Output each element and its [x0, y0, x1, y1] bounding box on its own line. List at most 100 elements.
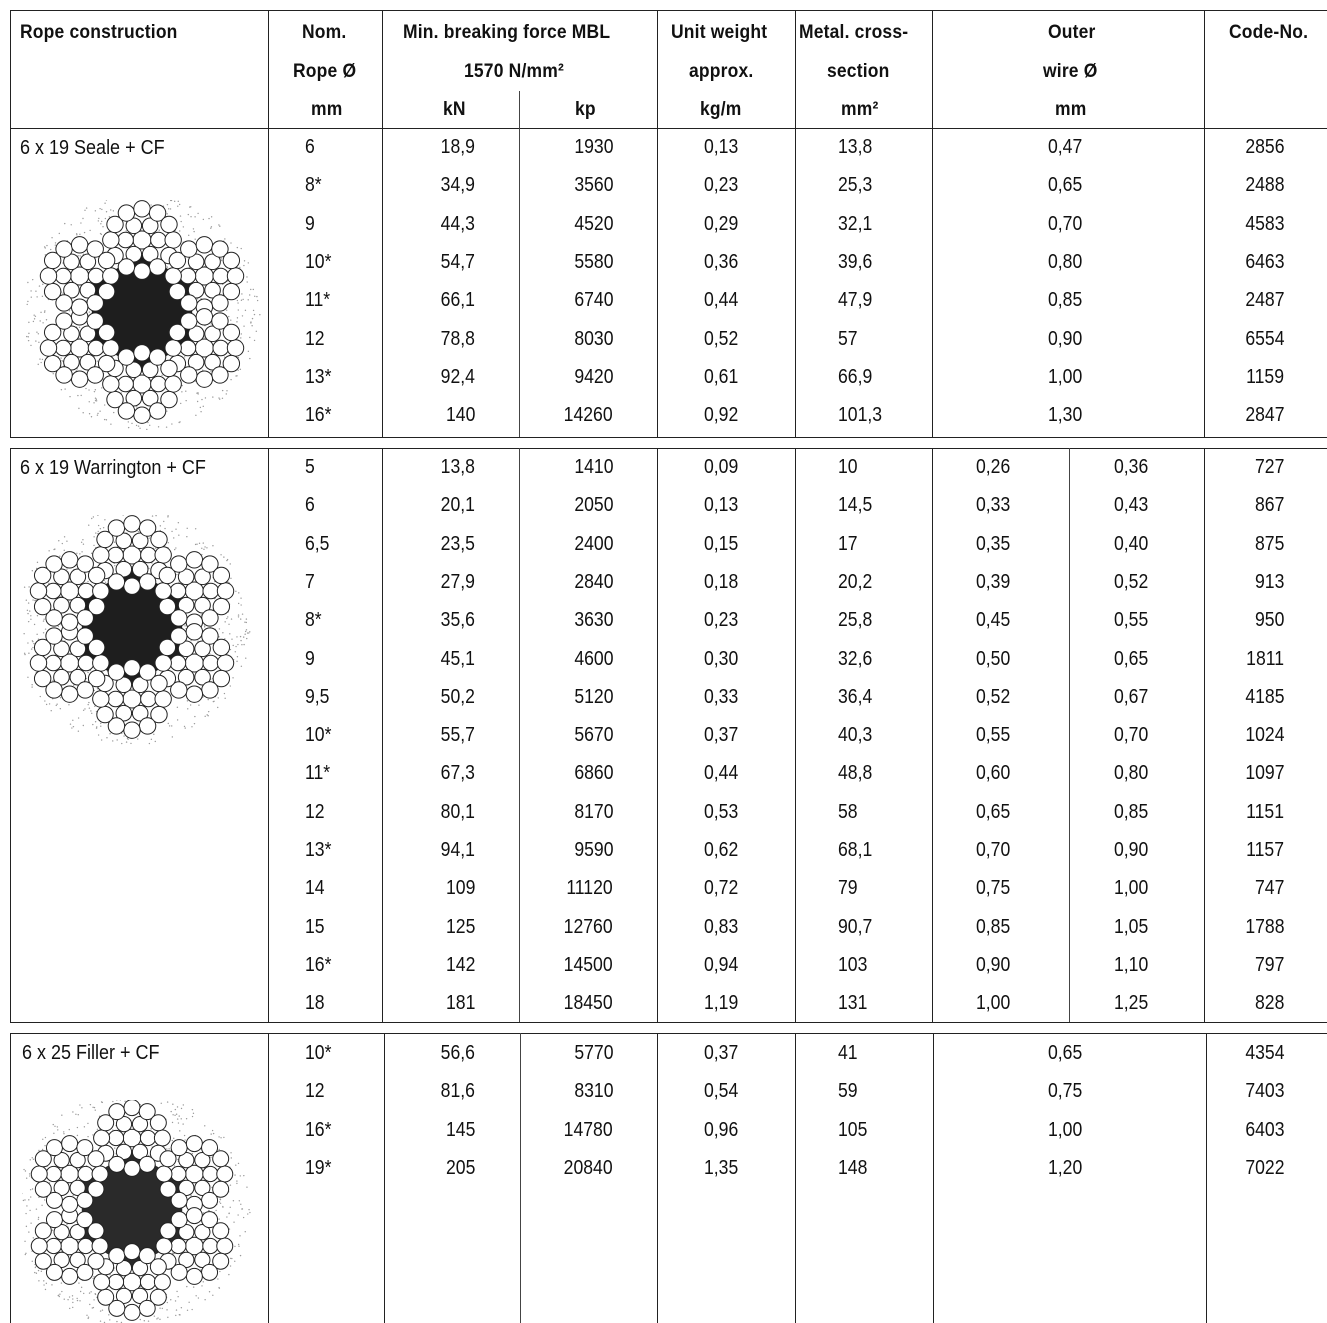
col-divider — [1204, 10, 1205, 437]
cell-o1: 0,47 — [1048, 136, 1082, 159]
cell-s: 32,6 — [838, 648, 872, 671]
cell-kn: 109 — [446, 877, 475, 900]
header-weight-line3: kg/m — [700, 99, 742, 121]
cell-kn: 54,7 — [441, 251, 475, 274]
cell-d: 5 — [305, 456, 315, 479]
cell-code: 4583 — [1245, 213, 1284, 236]
header-section-line1: Metal. cross- — [799, 22, 908, 44]
col-divider — [519, 448, 520, 1022]
cell-s: 14,5 — [838, 494, 872, 517]
cell-kp: 9590 — [574, 839, 613, 862]
cell-kn: 13,8 — [441, 456, 475, 479]
cell-s: 59 — [838, 1080, 858, 1103]
cell-w: 0,18 — [704, 571, 738, 594]
cell-code: 2856 — [1245, 136, 1284, 159]
cell-o2: 0,55 — [1114, 609, 1148, 632]
cell-s: 41 — [838, 1042, 858, 1065]
cell-o1: 0,75 — [976, 877, 1010, 900]
cell-o1: 1,20 — [1048, 1157, 1082, 1180]
cell-o2: 0,67 — [1114, 686, 1148, 709]
cell-code: 797 — [1255, 954, 1284, 977]
cell-w: 0,61 — [704, 366, 738, 389]
cell-s: 101,3 — [838, 404, 882, 427]
header-kn: kN — [443, 99, 466, 121]
cell-kp: 2400 — [574, 533, 613, 556]
cell-kp: 3630 — [574, 609, 613, 632]
cell-d: 11* — [305, 762, 330, 785]
cell-s: 13,8 — [838, 136, 872, 159]
header-section-line3: mm² — [841, 99, 878, 121]
cell-s: 40,3 — [838, 724, 872, 747]
cell-d: 16* — [305, 954, 331, 977]
col-divider — [795, 448, 796, 1022]
seale-rope-cross-section-icon — [22, 200, 262, 430]
cell-w: 0,72 — [704, 877, 738, 900]
cell-d: 16* — [305, 1119, 331, 1142]
cell-d: 6 — [305, 136, 315, 159]
header-nom-line1: Nom. — [302, 22, 346, 44]
cell-s: 25,8 — [838, 609, 872, 632]
col-divider — [795, 1033, 796, 1323]
cell-w: 0,29 — [704, 213, 738, 236]
left-border — [10, 10, 11, 437]
cell-code: 2847 — [1245, 404, 1284, 427]
cell-code: 6403 — [1245, 1119, 1284, 1142]
cell-o2: 0,65 — [1114, 648, 1148, 671]
cell-code: 1151 — [1246, 801, 1284, 824]
cell-d: 12 — [305, 328, 325, 351]
cell-w: 0,54 — [704, 1080, 738, 1103]
header-rope-construction: Rope construction — [20, 22, 178, 44]
col-divider — [1206, 1033, 1207, 1323]
cell-d: 16* — [305, 404, 331, 427]
cell-w: 0,62 — [704, 839, 738, 862]
cell-o1: 0,90 — [1048, 328, 1082, 351]
cell-s: 48,8 — [838, 762, 872, 785]
cell-kp: 1410 — [574, 456, 613, 479]
cell-o1: 0,70 — [976, 839, 1010, 862]
cell-kn: 45,1 — [441, 648, 475, 671]
cell-s: 10 — [838, 456, 858, 479]
cell-w: 0,94 — [704, 954, 738, 977]
cell-kp: 11120 — [567, 877, 613, 900]
cell-o2: 0,80 — [1114, 762, 1148, 785]
section-label: 6 x 19 Warrington + CF — [20, 457, 206, 480]
cell-o1: 0,45 — [976, 609, 1010, 632]
cell-o1: 0,39 — [976, 571, 1010, 594]
cell-s: 103 — [838, 954, 867, 977]
cell-kn: 18,9 — [441, 136, 475, 159]
cell-w: 0,13 — [704, 136, 738, 159]
cell-d: 19* — [305, 1157, 331, 1180]
col-divider — [1204, 448, 1205, 1022]
cell-kp: 8170 — [574, 801, 613, 824]
cell-d: 11* — [305, 289, 330, 312]
cell-kn: 181 — [446, 992, 475, 1015]
cell-kn: 94,1 — [441, 839, 475, 862]
cell-kp: 3560 — [574, 174, 613, 197]
cell-o1: 0,70 — [1048, 213, 1082, 236]
cell-s: 25,3 — [838, 174, 872, 197]
left-border — [10, 1033, 11, 1323]
cell-kp: 5670 — [574, 724, 613, 747]
cell-kn: 205 — [446, 1157, 475, 1180]
col-divider — [657, 448, 658, 1022]
cell-w: 0,44 — [704, 762, 738, 785]
cell-d: 10* — [305, 1042, 331, 1065]
cell-d: 13* — [305, 366, 331, 389]
cell-d: 12 — [305, 1080, 325, 1103]
cell-o1: 0,85 — [1048, 289, 1082, 312]
cell-o1: 0,90 — [976, 954, 1010, 977]
cell-kp: 4520 — [574, 213, 613, 236]
cell-s: 57 — [838, 328, 858, 351]
cell-o1: 1,00 — [976, 992, 1010, 1015]
cell-d: 12 — [305, 801, 325, 824]
cell-w: 0,92 — [704, 404, 738, 427]
cell-kp: 5580 — [574, 251, 613, 274]
header-outer-line1: Outer — [1048, 22, 1096, 44]
section3-top-border — [10, 1033, 1327, 1034]
cell-s: 66,9 — [838, 366, 872, 389]
header-weight-line2: approx. — [689, 61, 753, 83]
header-bottom-border — [10, 128, 1327, 129]
col-divider — [519, 91, 520, 437]
cell-o2: 1,05 — [1114, 916, 1148, 939]
cell-kp: 5770 — [574, 1042, 613, 1065]
